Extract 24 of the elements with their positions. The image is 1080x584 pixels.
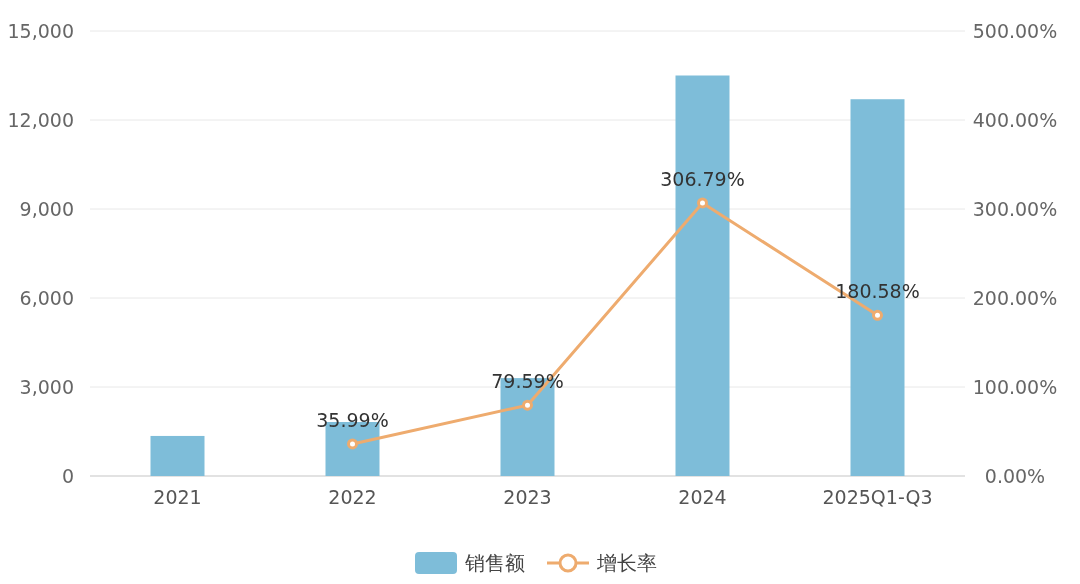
y-tick-label: 3,000 xyxy=(19,376,74,398)
bar xyxy=(150,435,205,476)
x-tick-label: 2025Q1-Q3 xyxy=(822,486,933,508)
x-tick-label: 2022 xyxy=(328,486,377,508)
x-tick-label: 2024 xyxy=(678,486,727,508)
y2-tick-label: 300.00% xyxy=(972,198,1058,220)
point xyxy=(697,197,708,209)
y-tick-label: 9,000 xyxy=(19,198,74,220)
y2-tick-label: 400.00% xyxy=(972,109,1058,131)
legend-label: 销售额 xyxy=(464,551,525,575)
y2-tick-label: 100.00% xyxy=(972,376,1058,398)
y2-tick-label: 0.00% xyxy=(984,465,1046,487)
point xyxy=(872,309,883,321)
point xyxy=(347,438,358,450)
y-tick-label: 12,000 xyxy=(7,109,74,131)
legend-label: 增长率 xyxy=(596,551,657,575)
y2-tick-label: 500.00% xyxy=(972,20,1058,42)
y-tick-label: 0 xyxy=(61,465,74,487)
y-tick-label: 15,000 xyxy=(7,20,74,42)
y-tick-label: 6,000 xyxy=(19,287,74,309)
x-tick-label: 2023 xyxy=(503,486,552,508)
point xyxy=(522,399,533,411)
y2-tick-label: 200.00% xyxy=(972,287,1058,309)
x-tick-label: 2021 xyxy=(153,486,202,508)
